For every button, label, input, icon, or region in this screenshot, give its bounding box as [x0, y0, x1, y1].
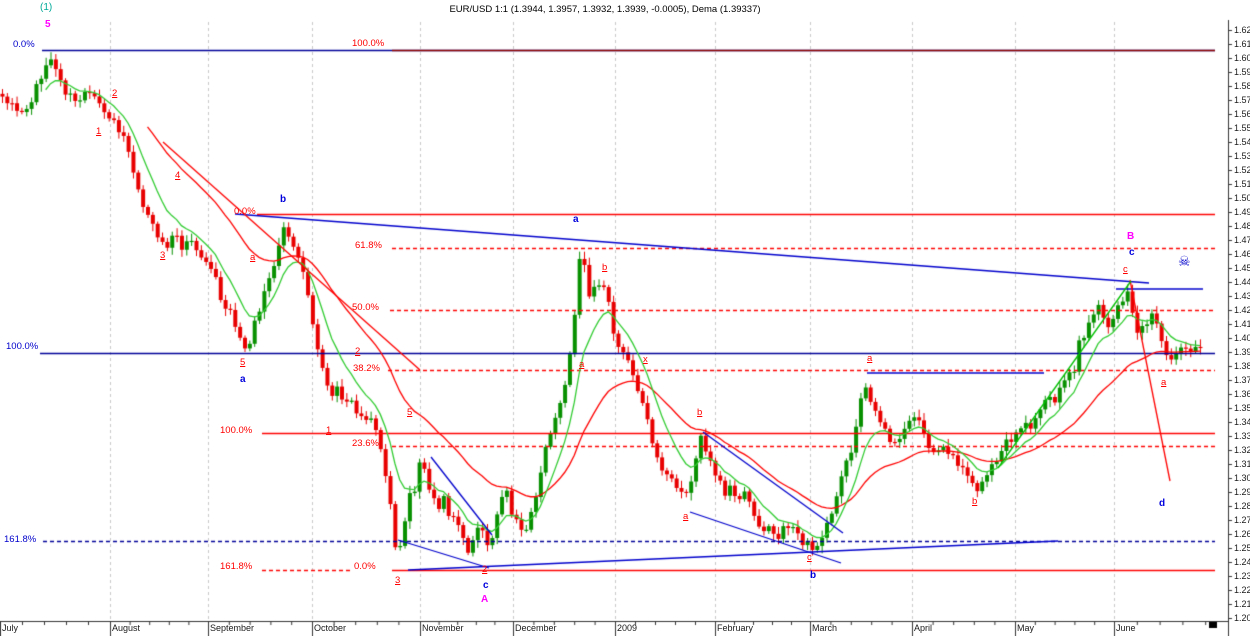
trading-chart-window: { "title": "EUR/USD 1:1 (1.3944, 1.3957,… — [0, 0, 1250, 636]
price-chart-canvas[interactable] — [0, 0, 1250, 636]
